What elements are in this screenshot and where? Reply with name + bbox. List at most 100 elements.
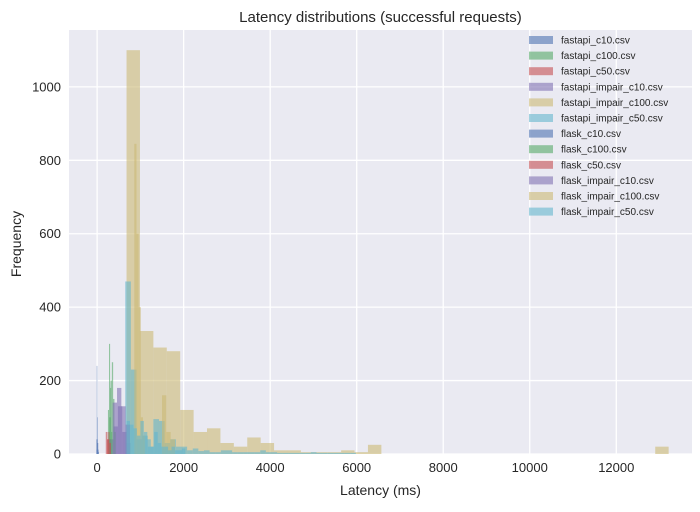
histogram-bar <box>158 420 165 454</box>
histogram-bar <box>136 435 141 454</box>
histogram-bar <box>178 450 182 454</box>
legend-label: fastapi_impair_c50.csv <box>561 114 663 125</box>
histogram-bar <box>248 452 255 454</box>
histogram-bar <box>233 446 248 454</box>
legend-label: fastapi_impair_c10.csv <box>561 82 663 93</box>
x-tick-label: 8000 <box>429 460 458 475</box>
legend-swatch <box>529 36 553 44</box>
histogram-bar <box>140 420 144 454</box>
histogram-bar <box>203 450 210 454</box>
histogram-bar <box>333 452 339 454</box>
legend-label: flask_c50.csv <box>561 160 621 171</box>
histogram-bar <box>96 365 98 454</box>
histogram-bar <box>136 233 139 454</box>
histogram-bar <box>130 369 137 454</box>
histogram-bar <box>109 343 111 454</box>
series-9 <box>105 431 111 454</box>
histogram-bar <box>350 452 356 454</box>
histogram-bar <box>105 431 108 454</box>
y-tick-label: 600 <box>39 226 61 241</box>
legend-label: flask_impair_c100.csv <box>561 192 659 203</box>
histogram-bar <box>274 450 288 454</box>
histogram-bar <box>166 431 171 454</box>
legend-item: fastapi_impair_c100.csv <box>529 98 668 109</box>
histogram-bar <box>344 452 351 454</box>
histogram-bar <box>655 446 669 454</box>
legend-swatch <box>529 98 553 107</box>
x-axis-label: Latency (ms) <box>340 482 421 498</box>
histogram-bar <box>171 446 175 454</box>
histogram-bar <box>254 452 261 454</box>
histogram-bar <box>305 452 311 454</box>
legend-item: flask_impair_c10.csv <box>529 176 654 187</box>
histogram-bar <box>98 451 100 454</box>
histogram-bar <box>341 450 355 454</box>
histogram-bar <box>198 451 204 454</box>
histogram-bar <box>310 452 317 454</box>
histogram-bar <box>327 452 334 454</box>
legend-item: fastapi_impair_c10.csv <box>529 82 663 93</box>
histogram-bar <box>260 450 266 454</box>
x-tick-label: 10000 <box>512 460 548 475</box>
histogram-bar <box>243 452 249 454</box>
histogram-bar <box>338 452 345 454</box>
histogram-bar <box>237 452 244 454</box>
legend-label: fastapi_c50.csv <box>561 67 630 78</box>
histogram-bar <box>232 452 238 454</box>
histogram-bar <box>111 362 114 454</box>
histogram-bar <box>164 446 169 454</box>
histogram-bar <box>287 450 301 454</box>
histogram-bar <box>161 446 165 454</box>
legend-label: flask_impair_c10.csv <box>561 176 654 187</box>
histogram-bar <box>117 387 122 454</box>
x-tick-label: 0 <box>94 460 101 475</box>
histogram-bar <box>126 420 131 454</box>
histogram-bar <box>367 444 382 454</box>
histogram-bar <box>288 452 294 454</box>
histogram-bar <box>265 452 272 454</box>
histogram-bar <box>316 452 323 454</box>
histogram-bar <box>125 281 131 454</box>
histogram-bar <box>282 452 289 454</box>
histogram-bar <box>121 406 126 454</box>
legend-item: flask_c50.csv <box>529 160 621 171</box>
histogram-bar <box>150 446 155 454</box>
histogram-bar <box>187 450 193 454</box>
histogram-bar <box>109 417 111 454</box>
histogram-bar <box>322 452 328 454</box>
legend-swatch <box>529 82 553 91</box>
histogram-bar <box>138 307 141 454</box>
legend-swatch <box>529 67 553 76</box>
legend: fastapi_c10.csv fastapi_c100.csv fastapi_c… <box>529 36 668 218</box>
histogram-bar <box>97 417 98 454</box>
legend-swatch <box>529 192 553 200</box>
x-tick-label: 12000 <box>598 460 634 475</box>
histogram-bar <box>299 452 306 454</box>
legend-swatch <box>529 160 553 169</box>
legend-label: fastapi_impair_c100.csv <box>561 98 668 109</box>
histogram-bar <box>112 402 118 454</box>
legend-item: flask_impair_c50.csv <box>529 207 654 218</box>
histogram-bars <box>96 50 669 454</box>
histogram-bar <box>215 452 221 454</box>
legend-swatch <box>529 114 553 122</box>
histogram-bar <box>192 448 199 454</box>
legend-swatch <box>529 129 553 138</box>
legend-item: flask_c10.csv <box>529 129 621 140</box>
legend-label: flask_c10.csv <box>561 129 621 140</box>
histogram-bar <box>181 448 186 454</box>
series-12 <box>126 420 186 454</box>
y-tick-label: 1000 <box>32 79 61 94</box>
histogram-bar <box>109 442 111 454</box>
histogram-bar <box>247 437 261 454</box>
histogram-bar <box>143 431 148 454</box>
legend-swatch <box>529 207 553 216</box>
histogram-bar <box>354 452 368 454</box>
y-tick-label: 800 <box>39 153 61 168</box>
histogram-bar <box>168 450 172 454</box>
legend-swatch <box>529 145 553 154</box>
legend-label: fastapi_c100.csv <box>561 51 636 62</box>
histogram-bar <box>166 351 181 454</box>
